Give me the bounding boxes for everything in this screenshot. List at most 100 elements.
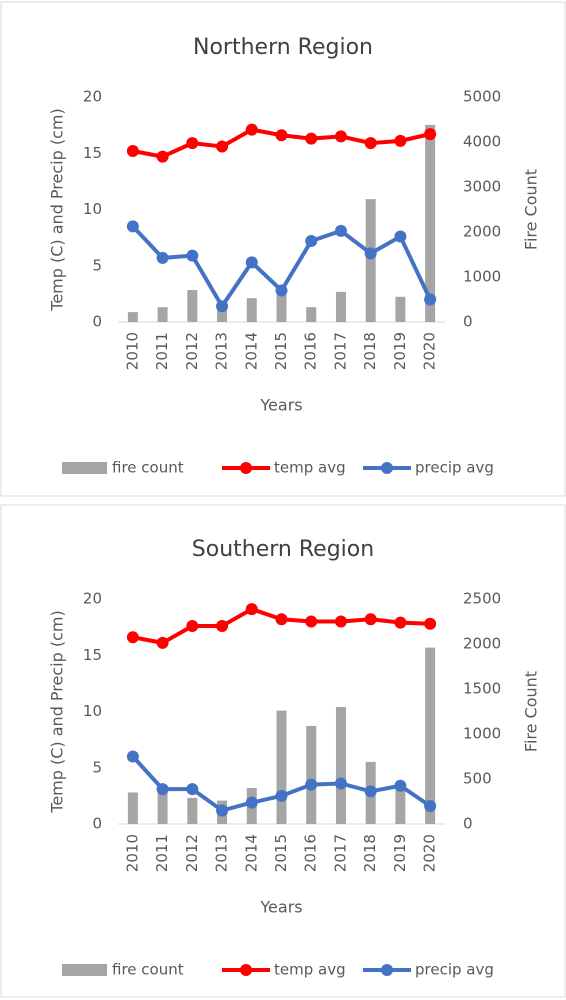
y-tick-label: 5 xyxy=(92,758,102,776)
x-tick-label: 2018 xyxy=(361,834,379,872)
bar xyxy=(187,290,198,322)
point xyxy=(156,783,169,796)
chart-title: Northern Region xyxy=(193,35,373,60)
y-tick-label: 0 xyxy=(92,313,102,331)
y-tick-label: 0 xyxy=(92,815,102,833)
x-tick-label: 2016 xyxy=(302,834,320,872)
y-axis-title: Temp (C) and Precip (cm) xyxy=(48,108,67,311)
point xyxy=(364,137,377,150)
x-tick-label: 2017 xyxy=(331,834,349,872)
point xyxy=(334,615,347,628)
legend-marker xyxy=(240,964,252,976)
legend-marker xyxy=(381,964,393,976)
bar xyxy=(157,789,168,824)
bar xyxy=(306,307,317,322)
x-tick-label: 2014 xyxy=(242,332,260,370)
bar xyxy=(127,312,138,322)
point xyxy=(364,247,377,260)
x-tick-label: 2019 xyxy=(391,332,409,370)
point xyxy=(186,249,199,262)
point xyxy=(186,783,199,796)
y2-tick-label: 5000 xyxy=(463,88,501,106)
y2-tick-label: 4000 xyxy=(463,133,501,151)
bar xyxy=(395,296,406,322)
legend-label: precip avg xyxy=(415,459,494,477)
point xyxy=(424,128,437,141)
bar xyxy=(306,725,317,824)
point xyxy=(305,235,318,247)
legend-label: fire count xyxy=(112,459,184,477)
point xyxy=(275,613,288,626)
point xyxy=(156,150,169,163)
bar xyxy=(276,295,287,322)
bar xyxy=(425,647,436,824)
point xyxy=(334,130,347,143)
legend-label: precip avg xyxy=(415,961,494,979)
point xyxy=(275,129,288,142)
point xyxy=(126,750,139,763)
bar xyxy=(335,707,346,824)
legend-swatch xyxy=(62,462,107,474)
y-tick-label: 20 xyxy=(83,590,102,608)
bar xyxy=(187,797,198,824)
x-tick-label: 2019 xyxy=(391,834,409,872)
y-tick-label: 10 xyxy=(83,702,102,720)
x-tick-label: 2012 xyxy=(183,332,201,370)
point xyxy=(394,616,407,629)
x-tick-label: 2015 xyxy=(272,834,290,872)
x-tick-label: 2016 xyxy=(302,332,320,370)
y2-tick-label: 500 xyxy=(463,770,492,788)
bar xyxy=(127,792,138,824)
point xyxy=(216,620,229,632)
x-tick-label: 2010 xyxy=(123,332,141,370)
point xyxy=(275,789,288,802)
point xyxy=(245,603,258,616)
x-tick-label: 2010 xyxy=(123,834,141,872)
x-tick-label: 2011 xyxy=(153,332,171,370)
y2-tick-label: 2000 xyxy=(463,223,501,241)
legend-label: temp avg xyxy=(274,961,346,979)
y2-tick-label: 3000 xyxy=(463,178,501,196)
legend-label: temp avg xyxy=(274,459,346,477)
point xyxy=(305,778,318,791)
x-tick-label: 2014 xyxy=(242,834,260,872)
y2-tick-label: 0 xyxy=(463,313,473,331)
bar xyxy=(365,199,376,322)
y2-tick-label: 1500 xyxy=(463,680,501,698)
y-tick-label: 20 xyxy=(83,88,102,106)
point xyxy=(334,224,347,237)
point xyxy=(245,796,258,809)
point xyxy=(424,617,437,630)
bar xyxy=(217,308,228,322)
x-tick-label: 2011 xyxy=(153,834,171,872)
legend-marker xyxy=(381,462,393,474)
x-axis-title: Years xyxy=(259,898,302,917)
point xyxy=(216,804,229,817)
bar xyxy=(395,787,406,824)
point xyxy=(305,615,318,628)
point xyxy=(156,636,169,649)
x-axis-title: Years xyxy=(259,396,302,415)
y2-tick-label: 0 xyxy=(463,815,473,833)
point xyxy=(364,613,377,626)
point xyxy=(424,800,437,812)
y-axis-title: Temp (C) and Precip (cm) xyxy=(48,610,67,813)
point xyxy=(126,631,139,644)
x-tick-label: 2012 xyxy=(183,834,201,872)
y-tick-label: 15 xyxy=(83,144,102,162)
point xyxy=(424,293,437,306)
point xyxy=(156,251,169,264)
bar xyxy=(335,291,346,322)
y2-tick-label: 1000 xyxy=(463,268,501,286)
bar xyxy=(157,307,168,322)
bar xyxy=(425,124,436,323)
y-tick-label: 10 xyxy=(83,200,102,218)
x-tick-label: 2020 xyxy=(421,332,439,370)
point xyxy=(334,777,347,790)
point xyxy=(394,134,407,147)
y2-tick-label: 2000 xyxy=(463,635,501,653)
point xyxy=(186,137,199,150)
bar xyxy=(246,298,257,322)
point xyxy=(245,123,258,136)
